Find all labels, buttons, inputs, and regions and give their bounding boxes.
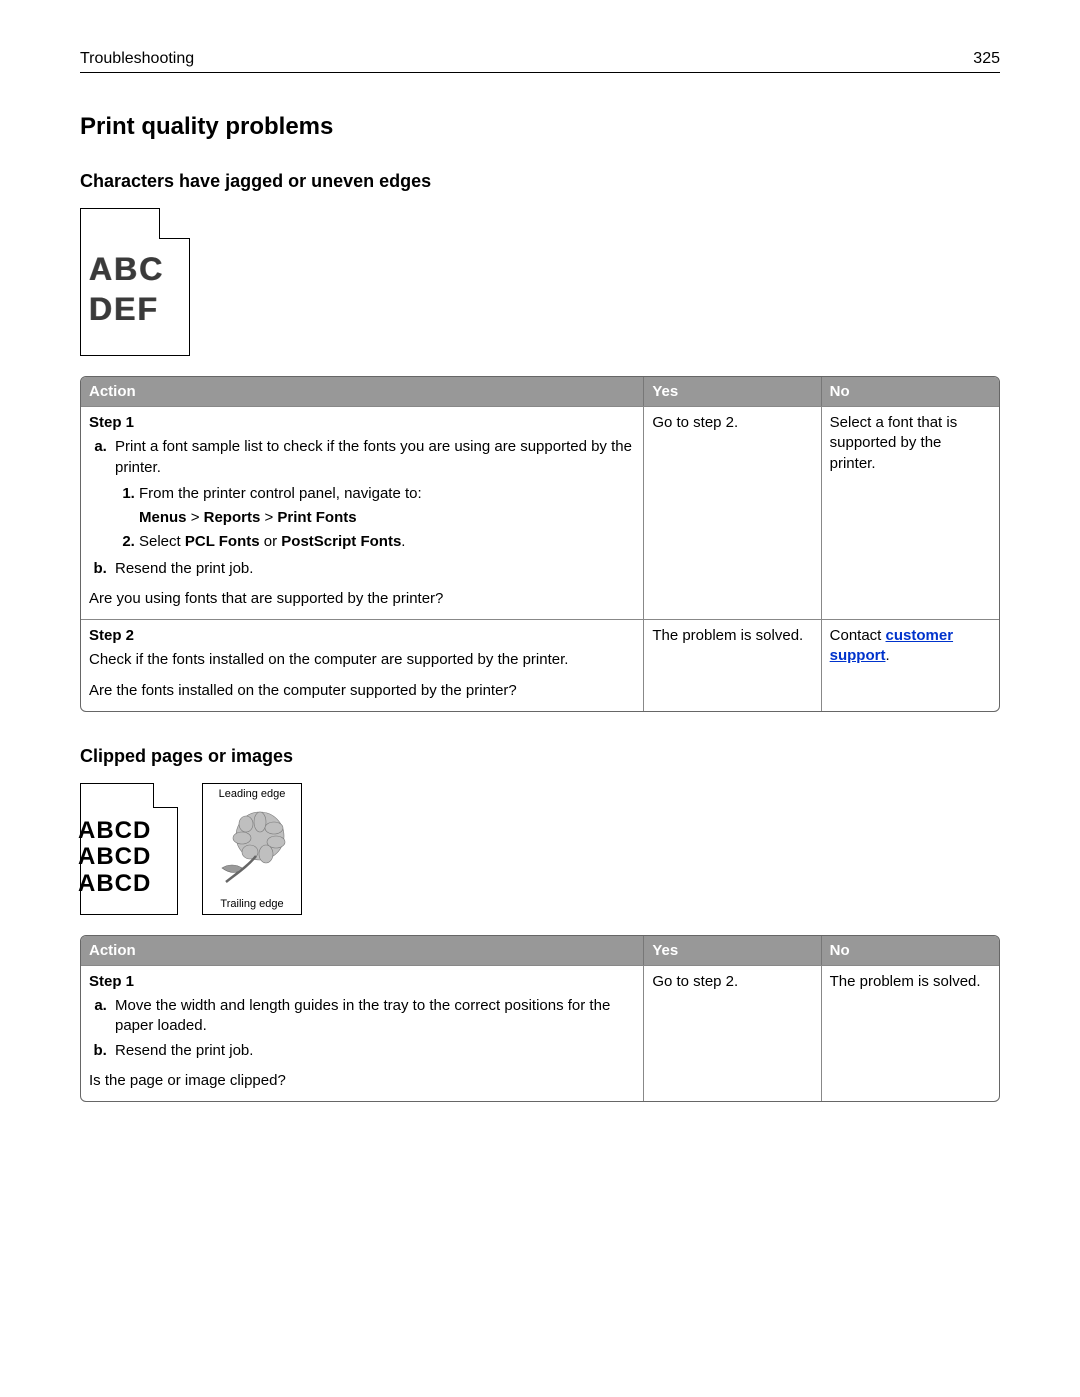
sec2-step1-question: Is the page or image clipped? — [89, 1071, 635, 1091]
step2-body: Check if the fonts installed on the comp… — [89, 650, 635, 670]
header-page-number: 325 — [973, 50, 1000, 68]
section1-table: Action Yes No Step 1 Print a font sample… — [80, 376, 1000, 712]
col-yes: Yes — [644, 936, 821, 965]
col-yes: Yes — [644, 377, 821, 406]
clipped-text-icon: ABCD ABCD ABCD — [80, 783, 178, 915]
step2-no: Contact customer support. — [822, 619, 999, 711]
table-row: Step 1 Move the width and length guides … — [81, 965, 999, 1101]
header-section: Troubleshooting — [80, 50, 194, 68]
table-row: Step 1 Print a font sample list to check… — [81, 406, 999, 619]
icon-text-line2: DEF — [89, 291, 159, 327]
step1-yes: Go to step 2. — [644, 406, 821, 619]
step1-question: Are you using fonts that are supported b… — [89, 589, 635, 609]
leading-edge-label: Leading edge — [219, 788, 286, 800]
step-label: Step 1 — [89, 413, 635, 433]
step1-no: Select a font that is supported by the p… — [822, 406, 999, 619]
section2-table: Action Yes No Step 1 Move the width and … — [80, 935, 1000, 1102]
col-action: Action — [81, 936, 644, 965]
step1-a2: Select PCL Fonts or PostScript Fonts. — [139, 532, 635, 552]
sec2-step1-no: The problem is solved. — [822, 965, 999, 1101]
jagged-text-icon: ABC DEF — [80, 208, 190, 356]
step2-yes: The problem is solved. — [644, 619, 821, 711]
col-no: No — [822, 377, 999, 406]
step-label: Step 1 — [89, 972, 635, 992]
section2-heading: Clipped pages or images — [80, 746, 1000, 767]
nav-path: Menus > Reports > Print Fonts — [139, 508, 635, 528]
step2-question: Are the fonts installed on the computer … — [89, 681, 635, 701]
sec2-step1-yes: Go to step 2. — [644, 965, 821, 1101]
step1-a1: From the printer control panel, navigate… — [139, 485, 422, 502]
step1-a: Print a font sample list to check if the… — [115, 438, 632, 475]
page-header: Troubleshooting 325 — [80, 50, 1000, 73]
col-action: Action — [81, 377, 644, 406]
page-title: Print quality problems — [80, 113, 1000, 141]
step-label: Step 2 — [89, 626, 635, 646]
icon-text-line1: ABC — [89, 251, 164, 287]
sec2-step1-a: Move the width and length guides in the … — [111, 996, 635, 1037]
step1-b: Resend the print job. — [111, 559, 635, 579]
sec2-step1-b: Resend the print job. — [111, 1041, 635, 1061]
clipped-image-icon: Leading edge Trailing edge — [202, 783, 302, 915]
col-no: No — [822, 936, 999, 965]
flower-icon — [212, 804, 292, 894]
table-row: Step 2 Check if the fonts installed on t… — [81, 619, 999, 711]
trailing-edge-label: Trailing edge — [220, 898, 283, 910]
section1-heading: Characters have jagged or uneven edges — [80, 171, 1000, 192]
